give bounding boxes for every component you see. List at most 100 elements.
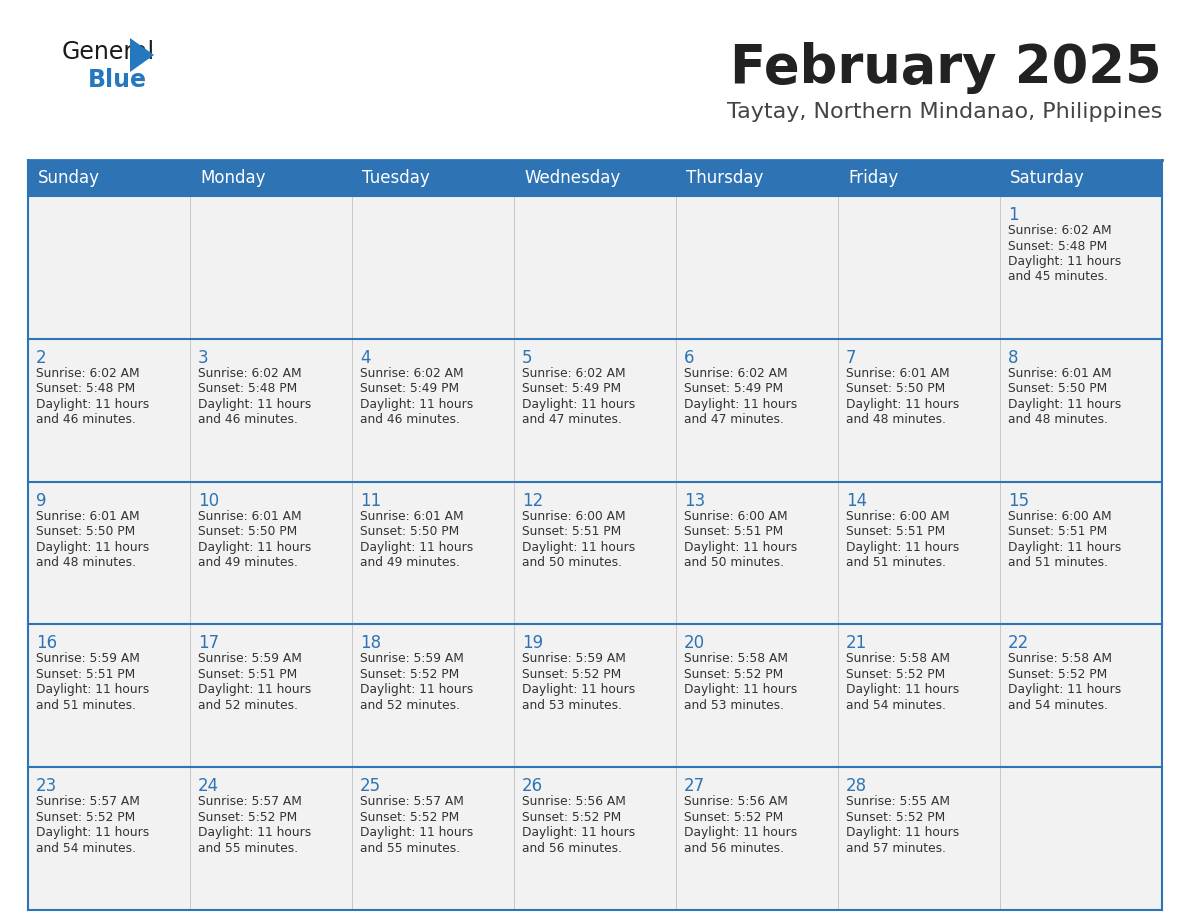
Text: 1: 1 bbox=[1007, 206, 1018, 224]
Text: 21: 21 bbox=[846, 634, 867, 653]
Text: Sunset: 5:52 PM: Sunset: 5:52 PM bbox=[522, 668, 621, 681]
Bar bbox=[29, 160, 1162, 196]
Text: 14: 14 bbox=[846, 492, 867, 509]
Text: Sunset: 5:50 PM: Sunset: 5:50 PM bbox=[1007, 382, 1107, 396]
Text: 9: 9 bbox=[36, 492, 46, 509]
Text: 23: 23 bbox=[36, 778, 57, 795]
Text: and 51 minutes.: and 51 minutes. bbox=[36, 699, 135, 711]
Text: Friday: Friday bbox=[848, 169, 898, 187]
Text: Taytay, Northern Mindanao, Philippines: Taytay, Northern Mindanao, Philippines bbox=[727, 102, 1162, 122]
Text: Sunset: 5:52 PM: Sunset: 5:52 PM bbox=[684, 668, 783, 681]
Text: and 46 minutes.: and 46 minutes. bbox=[360, 413, 460, 426]
Text: and 51 minutes.: and 51 minutes. bbox=[846, 556, 946, 569]
Text: Daylight: 11 hours: Daylight: 11 hours bbox=[360, 397, 473, 410]
Text: Sunset: 5:49 PM: Sunset: 5:49 PM bbox=[360, 382, 459, 396]
Text: Sunrise: 5:56 AM: Sunrise: 5:56 AM bbox=[684, 795, 788, 808]
Text: Sunrise: 5:59 AM: Sunrise: 5:59 AM bbox=[36, 653, 140, 666]
Text: Sunrise: 6:02 AM: Sunrise: 6:02 AM bbox=[198, 367, 302, 380]
Text: 5: 5 bbox=[522, 349, 532, 367]
Text: Daylight: 11 hours: Daylight: 11 hours bbox=[198, 683, 311, 697]
Text: Daylight: 11 hours: Daylight: 11 hours bbox=[360, 541, 473, 554]
Bar bbox=[29, 482, 1162, 624]
Text: 17: 17 bbox=[198, 634, 219, 653]
Text: and 48 minutes.: and 48 minutes. bbox=[36, 556, 135, 569]
Text: and 55 minutes.: and 55 minutes. bbox=[198, 842, 298, 855]
Text: and 51 minutes.: and 51 minutes. bbox=[1007, 556, 1108, 569]
Text: Sunday: Sunday bbox=[38, 169, 100, 187]
Text: and 53 minutes.: and 53 minutes. bbox=[684, 699, 784, 711]
Text: and 54 minutes.: and 54 minutes. bbox=[1007, 699, 1108, 711]
Text: Daylight: 11 hours: Daylight: 11 hours bbox=[846, 826, 959, 839]
Text: 18: 18 bbox=[360, 634, 381, 653]
Text: and 48 minutes.: and 48 minutes. bbox=[846, 413, 946, 426]
Text: 8: 8 bbox=[1007, 349, 1018, 367]
Text: Daylight: 11 hours: Daylight: 11 hours bbox=[684, 541, 797, 554]
Text: Sunrise: 5:57 AM: Sunrise: 5:57 AM bbox=[198, 795, 302, 808]
Text: Sunrise: 6:01 AM: Sunrise: 6:01 AM bbox=[36, 509, 140, 522]
Text: Sunset: 5:50 PM: Sunset: 5:50 PM bbox=[36, 525, 135, 538]
Text: 2: 2 bbox=[36, 349, 46, 367]
Text: February 2025: February 2025 bbox=[731, 42, 1162, 94]
Text: Daylight: 11 hours: Daylight: 11 hours bbox=[846, 683, 959, 697]
Text: Sunset: 5:51 PM: Sunset: 5:51 PM bbox=[36, 668, 135, 681]
Text: Sunset: 5:52 PM: Sunset: 5:52 PM bbox=[846, 811, 946, 823]
Text: Sunrise: 6:02 AM: Sunrise: 6:02 AM bbox=[36, 367, 140, 380]
Text: and 57 minutes.: and 57 minutes. bbox=[846, 842, 946, 855]
Text: 28: 28 bbox=[846, 778, 867, 795]
Text: 22: 22 bbox=[1007, 634, 1029, 653]
Text: Sunset: 5:51 PM: Sunset: 5:51 PM bbox=[846, 525, 946, 538]
Text: Daylight: 11 hours: Daylight: 11 hours bbox=[522, 826, 636, 839]
Text: Daylight: 11 hours: Daylight: 11 hours bbox=[1007, 397, 1121, 410]
Bar bbox=[29, 624, 1162, 767]
Text: Sunrise: 5:58 AM: Sunrise: 5:58 AM bbox=[1007, 653, 1112, 666]
Text: Daylight: 11 hours: Daylight: 11 hours bbox=[846, 541, 959, 554]
Text: Sunrise: 6:02 AM: Sunrise: 6:02 AM bbox=[360, 367, 463, 380]
Text: Saturday: Saturday bbox=[1010, 169, 1085, 187]
Text: Daylight: 11 hours: Daylight: 11 hours bbox=[198, 541, 311, 554]
Text: Sunrise: 6:01 AM: Sunrise: 6:01 AM bbox=[360, 509, 463, 522]
Text: Tuesday: Tuesday bbox=[362, 169, 430, 187]
Text: and 45 minutes.: and 45 minutes. bbox=[1007, 271, 1108, 284]
Text: and 55 minutes.: and 55 minutes. bbox=[360, 842, 460, 855]
Text: and 53 minutes.: and 53 minutes. bbox=[522, 699, 623, 711]
Text: and 47 minutes.: and 47 minutes. bbox=[522, 413, 621, 426]
Text: Sunrise: 5:59 AM: Sunrise: 5:59 AM bbox=[360, 653, 463, 666]
Text: 3: 3 bbox=[198, 349, 209, 367]
Text: 15: 15 bbox=[1007, 492, 1029, 509]
Text: 19: 19 bbox=[522, 634, 543, 653]
Text: Blue: Blue bbox=[88, 68, 147, 92]
Bar bbox=[29, 196, 1162, 339]
Text: 13: 13 bbox=[684, 492, 706, 509]
Text: Sunset: 5:51 PM: Sunset: 5:51 PM bbox=[198, 668, 297, 681]
Text: Sunset: 5:52 PM: Sunset: 5:52 PM bbox=[1007, 668, 1107, 681]
Text: General: General bbox=[62, 40, 156, 64]
Text: and 52 minutes.: and 52 minutes. bbox=[198, 699, 298, 711]
Text: 4: 4 bbox=[360, 349, 371, 367]
Text: and 47 minutes.: and 47 minutes. bbox=[684, 413, 784, 426]
Text: Sunset: 5:52 PM: Sunset: 5:52 PM bbox=[522, 811, 621, 823]
Text: Sunrise: 5:59 AM: Sunrise: 5:59 AM bbox=[198, 653, 302, 666]
Text: Sunset: 5:48 PM: Sunset: 5:48 PM bbox=[1007, 240, 1107, 252]
Text: Sunrise: 6:01 AM: Sunrise: 6:01 AM bbox=[1007, 367, 1112, 380]
Text: and 52 minutes.: and 52 minutes. bbox=[360, 699, 460, 711]
Text: Sunrise: 5:57 AM: Sunrise: 5:57 AM bbox=[360, 795, 463, 808]
Text: Sunrise: 6:01 AM: Sunrise: 6:01 AM bbox=[846, 367, 949, 380]
Text: and 56 minutes.: and 56 minutes. bbox=[522, 842, 623, 855]
Text: Sunset: 5:52 PM: Sunset: 5:52 PM bbox=[36, 811, 135, 823]
Text: 11: 11 bbox=[360, 492, 381, 509]
Polygon shape bbox=[129, 38, 154, 72]
Text: and 54 minutes.: and 54 minutes. bbox=[846, 699, 946, 711]
Text: and 50 minutes.: and 50 minutes. bbox=[684, 556, 784, 569]
Text: Sunset: 5:48 PM: Sunset: 5:48 PM bbox=[198, 382, 297, 396]
Text: Sunset: 5:50 PM: Sunset: 5:50 PM bbox=[846, 382, 946, 396]
Text: Sunset: 5:49 PM: Sunset: 5:49 PM bbox=[522, 382, 621, 396]
Text: Daylight: 11 hours: Daylight: 11 hours bbox=[522, 397, 636, 410]
Text: Sunset: 5:48 PM: Sunset: 5:48 PM bbox=[36, 382, 135, 396]
Text: Sunrise: 5:56 AM: Sunrise: 5:56 AM bbox=[522, 795, 626, 808]
Text: Sunrise: 6:02 AM: Sunrise: 6:02 AM bbox=[1007, 224, 1112, 237]
Text: Sunset: 5:52 PM: Sunset: 5:52 PM bbox=[360, 668, 460, 681]
Text: and 50 minutes.: and 50 minutes. bbox=[522, 556, 623, 569]
Text: 25: 25 bbox=[360, 778, 381, 795]
Text: 16: 16 bbox=[36, 634, 57, 653]
Text: and 46 minutes.: and 46 minutes. bbox=[36, 413, 135, 426]
